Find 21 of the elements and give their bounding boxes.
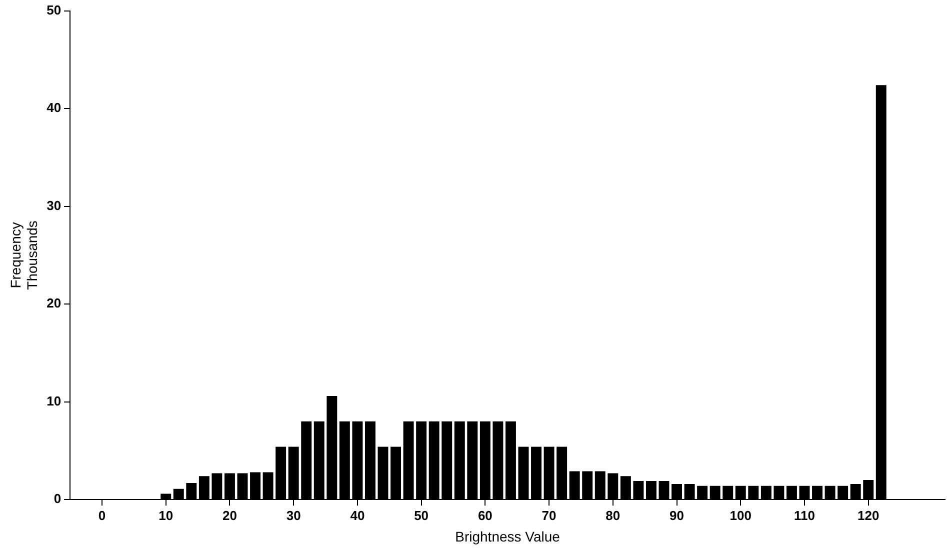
- y-axis-title: Frequency Thousands: [7, 220, 40, 290]
- x-tick-label: 40: [350, 508, 365, 523]
- y-tick-label: 0: [54, 491, 62, 506]
- x-tick-label: 30: [286, 508, 301, 523]
- x-tick-label: 0: [98, 508, 106, 523]
- x-tick-label: 50: [414, 508, 429, 523]
- x-tick-label: 60: [478, 508, 492, 523]
- x-tick-label: 80: [606, 508, 620, 523]
- y-tick-label: 40: [46, 100, 62, 116]
- y-tick-label: 10: [46, 393, 62, 408]
- x-tick-label: 70: [542, 508, 556, 523]
- x-tick-label: 90: [670, 508, 684, 523]
- x-tick-label: 110: [794, 508, 815, 523]
- y-tick-label: 20: [46, 296, 62, 311]
- x-tick-label: 20: [222, 508, 237, 523]
- y-tick-label: 50: [46, 2, 62, 18]
- y-tick-label: 30: [46, 198, 62, 213]
- x-tick-label: 120: [858, 508, 880, 523]
- x-tick-label: 100: [730, 508, 752, 523]
- x-axis-title: Brightness Value: [455, 528, 560, 544]
- x-tick-label: 10: [158, 508, 174, 523]
